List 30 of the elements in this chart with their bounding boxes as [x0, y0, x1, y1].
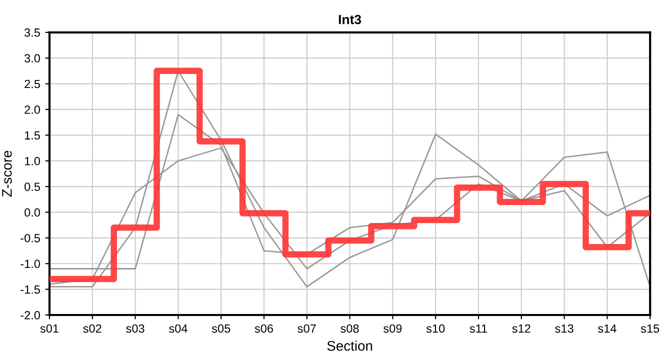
- y-tick-label: 0.5: [24, 182, 40, 191]
- x-tick-label: s04: [169, 324, 188, 333]
- y-tick-label: -1.5: [20, 285, 40, 294]
- x-tick-label: s02: [83, 324, 102, 333]
- y-tick-label: 3.0: [24, 54, 40, 62]
- y-tick-label: 2.0: [24, 106, 40, 114]
- x-tick-label: s08: [340, 324, 359, 333]
- x-tick-label: s09: [384, 324, 402, 333]
- y-tick-label: -2.0: [20, 311, 40, 320]
- x-tick-label: s14: [598, 324, 616, 333]
- x-tick-label: s05: [212, 324, 230, 333]
- y-axis-title: Z-score: [2, 150, 12, 197]
- y-tick-label: -1.0: [20, 260, 40, 268]
- y-tick-label: -0.5: [20, 234, 40, 242]
- x-tick-label: s12: [512, 324, 530, 333]
- chart-title: Int3: [338, 14, 362, 24]
- y-tick-label: 1.5: [24, 131, 40, 140]
- x-tick-label: s10: [426, 324, 445, 333]
- y-tick-label: 0.0: [24, 208, 40, 217]
- x-tick-label: s01: [40, 324, 58, 333]
- x-tick-label: s03: [126, 324, 144, 333]
- x-tick-label: s06: [254, 324, 273, 333]
- y-tick-label: 3.5: [24, 28, 40, 37]
- x-tick-label: s15: [640, 324, 660, 333]
- x-axis-title: Section: [327, 340, 372, 351]
- x-tick-label: s11: [470, 324, 488, 333]
- y-tick-label: 1.0: [24, 156, 40, 166]
- x-tick-label: s07: [298, 324, 316, 333]
- x-tick-label: s13: [555, 324, 574, 333]
- y-tick-label: 2.5: [24, 80, 40, 88]
